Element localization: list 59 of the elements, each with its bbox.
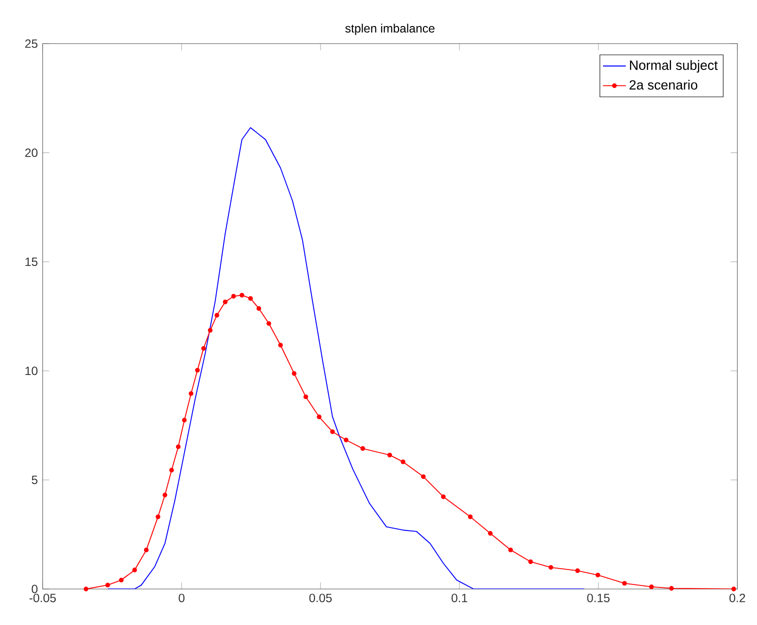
- point: [105, 582, 110, 588]
- line-series: [107, 127, 585, 589]
- point: [278, 342, 283, 348]
- point: [488, 531, 493, 536]
- y-tick-label: 5: [32, 476, 38, 484]
- point: [176, 444, 181, 450]
- point: [292, 371, 296, 376]
- y-tick-label: 15: [26, 258, 38, 266]
- point: [303, 394, 308, 400]
- x-tick-label: 0.15: [587, 594, 610, 602]
- x-tick-label: -0.05: [30, 594, 56, 602]
- point: [508, 548, 513, 552]
- y-tick-label: 20: [25, 148, 38, 157]
- point: [669, 586, 674, 591]
- point: [162, 492, 168, 498]
- point: [344, 438, 348, 442]
- x-tick-label: 0: [178, 594, 184, 602]
- point: [132, 568, 137, 572]
- point: [548, 565, 554, 570]
- point: [575, 568, 580, 574]
- x-tick-label: 0.1: [452, 594, 468, 602]
- point: [84, 586, 88, 592]
- point: [387, 452, 392, 458]
- point: [188, 391, 194, 396]
- x-tick-label: 0.05: [309, 594, 332, 602]
- point: [156, 514, 160, 520]
- point: [622, 580, 627, 586]
- point: [421, 474, 426, 479]
- point: [441, 494, 446, 500]
- chart-title: stplen imbalance: [345, 24, 434, 35]
- point: [182, 418, 187, 422]
- point: [214, 312, 220, 318]
- point: [596, 572, 600, 578]
- legend-label: Normal subject: [630, 60, 718, 73]
- point: [468, 514, 473, 520]
- point: [201, 346, 206, 351]
- point: [400, 459, 406, 464]
- y-tick-label: 10: [26, 366, 38, 376]
- y-tick-label: 25: [25, 39, 38, 48]
- point: [266, 321, 272, 326]
- y-tick-label: 0: [32, 584, 38, 594]
- point: [360, 446, 366, 451]
- point: [222, 300, 228, 304]
- point: [316, 414, 322, 420]
- point: [330, 429, 335, 434]
- x-tick-label: 0.2: [729, 594, 746, 602]
- point: [208, 328, 213, 333]
- point: [248, 296, 253, 301]
- point: [731, 586, 736, 592]
- point: [256, 306, 262, 311]
- point: [195, 368, 200, 373]
- point: [231, 294, 236, 299]
- point: [144, 548, 149, 552]
- point: [240, 292, 244, 298]
- legend-label: 2a scenario: [630, 80, 698, 90]
- point: [118, 578, 124, 582]
- point: [528, 559, 533, 564]
- point: [169, 468, 174, 472]
- point: [649, 584, 654, 590]
